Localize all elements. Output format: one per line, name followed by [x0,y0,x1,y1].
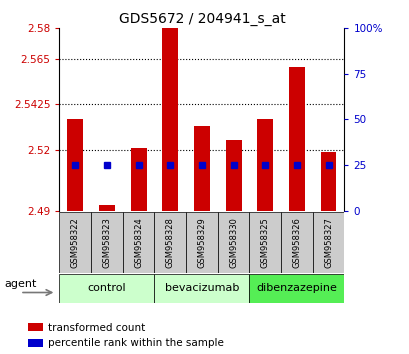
Text: dibenzazepine: dibenzazepine [256,283,337,293]
Text: GSM958330: GSM958330 [229,217,238,268]
Bar [162,28,178,211]
Bar [28,339,43,347]
Text: control: control [88,283,126,293]
Bar [193,126,209,211]
Text: percentile rank within the sample: percentile rank within the sample [48,338,223,348]
Bar [288,67,304,211]
Bar [67,120,83,211]
Bar [154,274,249,303]
Bar [59,212,91,273]
Bar [130,148,146,211]
Bar [257,120,272,211]
Bar [186,212,217,273]
Bar [99,205,115,211]
Bar [122,212,154,273]
Bar [320,152,336,211]
Text: GSM958323: GSM958323 [102,217,111,268]
Bar [154,212,186,273]
Title: GDS5672 / 204941_s_at: GDS5672 / 204941_s_at [118,12,285,26]
Text: GSM958326: GSM958326 [292,217,301,268]
Text: GSM958329: GSM958329 [197,217,206,268]
Text: bevacizumab: bevacizumab [164,283,238,293]
Text: GSM958327: GSM958327 [323,217,332,268]
Text: GSM958324: GSM958324 [134,217,143,268]
Bar [249,274,344,303]
Text: GSM958322: GSM958322 [71,217,80,268]
Bar [312,212,344,273]
Text: GSM958325: GSM958325 [260,217,269,268]
Text: transformed count: transformed count [48,322,145,332]
Bar [217,212,249,273]
Bar [225,140,241,211]
Text: agent: agent [4,279,36,289]
Text: GSM958328: GSM958328 [165,217,174,268]
Bar [59,274,154,303]
Bar [91,212,122,273]
Bar [28,324,43,331]
Bar [281,212,312,273]
Bar [249,212,281,273]
